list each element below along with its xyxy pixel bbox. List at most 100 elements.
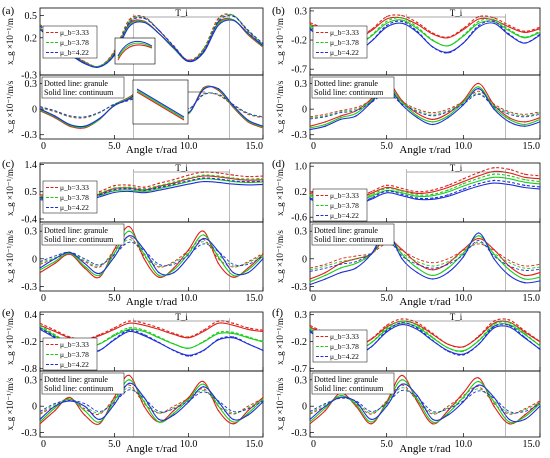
data-point	[370, 99, 372, 102]
y-tick-label: 0.3	[295, 310, 308, 321]
y-axis-label: x_g ×10⁻¹/m/s	[275, 377, 285, 430]
data-point	[401, 248, 403, 251]
data-point	[447, 262, 449, 265]
data-point	[143, 248, 145, 251]
data-point	[539, 340, 541, 343]
data-point	[113, 52, 116, 54]
data-point	[247, 409, 249, 412]
data-point	[309, 128, 311, 131]
data-point	[478, 24, 480, 27]
y-tick-label: 0	[32, 105, 37, 116]
x-tick-label: 5.0	[108, 293, 121, 304]
data-point	[232, 336, 234, 338]
data-point	[508, 33, 510, 35]
data-point	[217, 401, 220, 403]
data-point	[217, 20, 220, 23]
data-point	[539, 276, 541, 278]
data-point	[524, 418, 526, 421]
data-point	[416, 191, 418, 193]
data-point	[462, 354, 464, 356]
data-point	[158, 185, 160, 187]
data-point	[416, 26, 418, 28]
data-point	[524, 125, 526, 127]
data-point	[462, 252, 464, 254]
data-point	[188, 398, 190, 400]
data-point	[143, 17, 145, 20]
legend-entry: μ_b=3.78	[60, 193, 89, 202]
data-point	[539, 280, 541, 282]
data-point	[158, 341, 160, 344]
data-point	[188, 111, 190, 114]
data-point	[432, 123, 434, 126]
data-point	[539, 175, 541, 177]
data-point	[462, 188, 464, 190]
data-point	[247, 414, 249, 416]
data-point	[462, 256, 464, 258]
data-point	[217, 175, 220, 177]
data-point	[83, 409, 86, 412]
x-axis-label: Angle τ/rad	[126, 443, 178, 455]
data-point	[39, 418, 41, 421]
data-point	[309, 21, 311, 24]
data-point	[202, 177, 205, 179]
data-point	[217, 409, 220, 412]
x-tick-label: 10.0	[455, 439, 473, 450]
data-point	[324, 407, 326, 409]
data-point	[54, 258, 56, 260]
data-point	[401, 193, 403, 195]
data-point	[508, 121, 510, 123]
data-point	[416, 115, 418, 117]
x-tick-label: 5.0	[108, 141, 121, 152]
legend-entry: μ_b=3.78	[330, 201, 359, 210]
data-point	[128, 186, 130, 188]
data-point	[69, 336, 71, 338]
data-point	[158, 418, 160, 421]
x-tick-label: 10.0	[180, 439, 198, 450]
data-point	[98, 272, 101, 275]
y-tick-label: 1.0	[295, 162, 308, 173]
data-point	[340, 394, 342, 397]
data-point	[202, 50, 205, 52]
y-axis-label: x_g ×10⁻¹/m/s	[275, 230, 285, 283]
data-point	[39, 421, 41, 423]
data-point	[432, 121, 434, 123]
data-point	[447, 115, 449, 117]
data-point	[401, 322, 403, 324]
series-line-μ_b=4.22	[39, 327, 264, 357]
x-tick-label: 15.0	[246, 439, 264, 450]
data-point	[386, 16, 388, 18]
data-point	[202, 174, 205, 176]
data-point	[386, 24, 388, 27]
x-tick-label: 0	[311, 439, 316, 450]
data-point	[432, 197, 434, 199]
note-line: Solid line: continuum	[44, 384, 114, 393]
data-point	[462, 101, 464, 104]
x-tick-label: 5.0	[380, 439, 393, 450]
data-point	[462, 99, 464, 102]
legend-entry: μ_b=3.33	[60, 340, 89, 349]
panel-f: 0.3 -0.2 -0.7 x_g ×10⁻¹/m 0.3 0 -0.3 0 5.0 10.0 15…	[272, 307, 541, 455]
data-point	[324, 125, 326, 127]
note-line: Dotted line: granule	[44, 375, 108, 384]
data-point	[202, 230, 205, 232]
data-point	[478, 88, 480, 90]
data-point	[524, 178, 526, 181]
data-point	[262, 43, 264, 45]
x-tick-label: 0	[41, 439, 46, 450]
data-point	[232, 177, 234, 179]
data-point	[202, 237, 205, 240]
data-point	[478, 177, 480, 179]
data-point	[232, 15, 234, 17]
data-point	[98, 66, 101, 68]
y-tick-label: -0.2	[291, 36, 307, 47]
y-tick-label: -0.4	[21, 214, 37, 225]
data-point	[128, 230, 130, 232]
note-line: Dotted line: granule	[314, 226, 378, 235]
data-point	[447, 350, 449, 352]
data-point	[98, 421, 101, 423]
data-point	[370, 197, 372, 199]
data-point	[309, 194, 311, 196]
y-tick-label: 0	[302, 402, 307, 413]
data-point	[370, 101, 372, 104]
data-point	[39, 269, 41, 271]
